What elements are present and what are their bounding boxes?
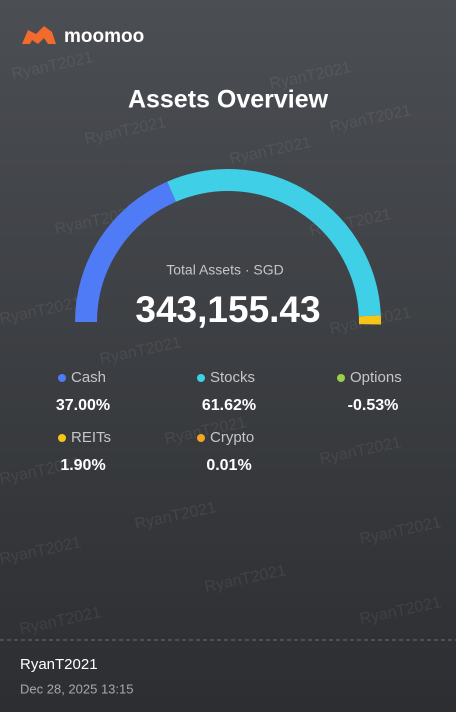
legend-name: Cash	[71, 369, 106, 386]
gauge-segment	[167, 169, 381, 317]
gauge-segment	[75, 181, 177, 323]
total-label: Total Assets · SGD	[166, 262, 283, 278]
legend-name: REITs	[71, 429, 111, 446]
legend-dot	[58, 374, 66, 382]
legend-dot	[197, 434, 205, 442]
legend-name: Crypto	[210, 429, 254, 446]
brand: moomoo	[64, 26, 144, 47]
legend-name: Options	[350, 369, 402, 386]
title: Assets Overview	[128, 86, 329, 114]
legend-value: 61.62%	[202, 397, 256, 414]
legend-value: -0.53%	[348, 397, 399, 414]
footer-date: Dec 28, 2025 13:15	[20, 681, 133, 696]
legend-dot	[337, 374, 345, 382]
total-value: 343,155.43	[135, 289, 320, 330]
gauge	[75, 169, 381, 325]
legend-value: 0.01%	[206, 457, 251, 474]
logo-icon	[22, 26, 56, 44]
footer-user: RyanT2021	[20, 656, 98, 673]
legend-dot	[197, 374, 205, 382]
legend: Cash 37.00% Stocks 61.62% Options -0.53% REITs…	[56, 369, 402, 474]
legend-value: 37.00%	[56, 397, 110, 414]
legend-value: 1.90%	[60, 457, 105, 474]
legend-name: Stocks	[210, 369, 255, 386]
legend-dot	[58, 434, 66, 442]
